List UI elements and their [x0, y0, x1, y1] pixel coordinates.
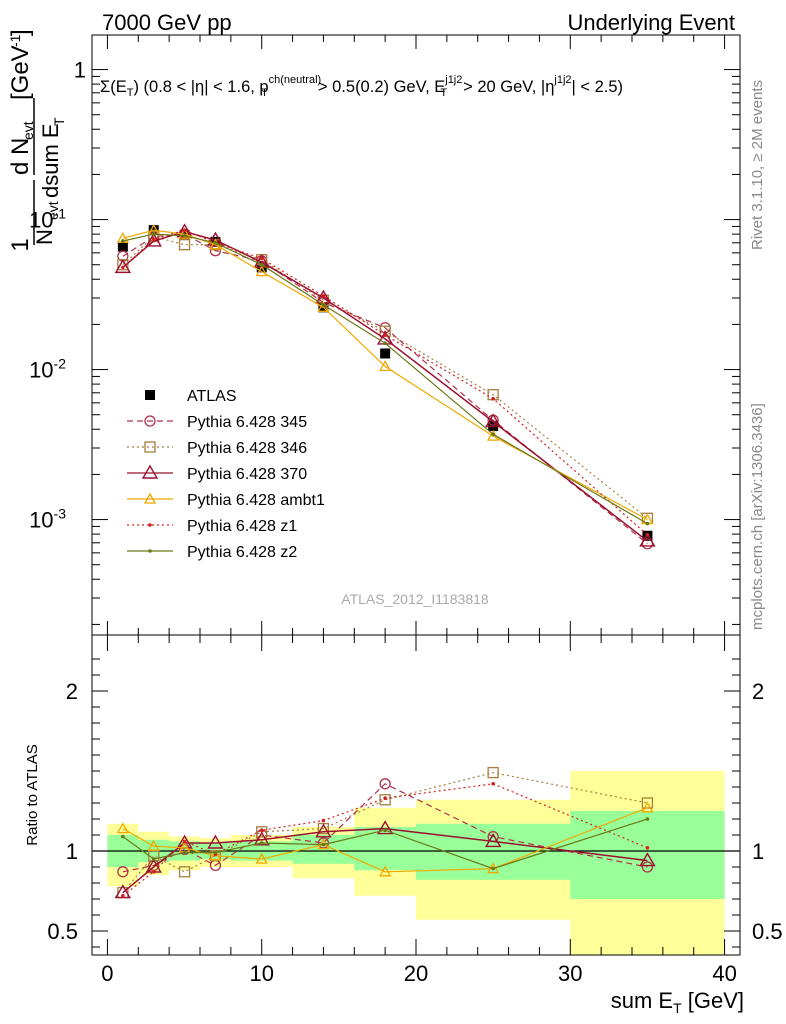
y-tick-base: 10 — [29, 358, 53, 383]
point-z2 — [183, 234, 187, 238]
legend-item-ambt1: Pythia 6.428 ambt1 — [127, 492, 325, 509]
ratio-point-z2 — [214, 851, 218, 855]
x-tick-label: 0 — [101, 961, 113, 986]
legend-item-z2: Pythia 6.428 z2 — [127, 544, 297, 561]
ratio-point-z2 — [491, 867, 495, 871]
analysis-watermark: ATLAS_2012_I1183818 — [341, 591, 489, 607]
ratio-point-z1 — [152, 870, 156, 874]
point-z1 — [322, 294, 326, 298]
y-tick-label-ratio-right: 2 — [752, 679, 764, 704]
y-tick-label-main: 10-3 — [29, 506, 66, 533]
svg-text:evt: evt — [45, 201, 61, 220]
mcplots-label: mcplots.cern.ch [arXiv:1306.3436] — [749, 403, 766, 630]
legend-label-p345: Pythia 6.428 345 — [187, 414, 307, 431]
y-tick-base: 10 — [29, 508, 53, 533]
point-z2 — [491, 433, 495, 437]
point-z1 — [383, 333, 387, 337]
svg-text:]: ] — [7, 29, 34, 36]
ratio-point-z2 — [322, 843, 326, 847]
svg-text:[GeV: [GeV — [7, 45, 34, 100]
point-atlas — [118, 242, 128, 252]
ratio-point-z1 — [383, 796, 387, 800]
point-z1 — [491, 397, 495, 401]
svg-text:d N: d N — [7, 138, 34, 175]
point-z2 — [646, 522, 650, 526]
ratio-point-z1 — [491, 782, 495, 786]
figure: 7000 GeV pp Underlying Event 10-310-210-… — [0, 0, 786, 1024]
legend-item-p345: Pythia 6.428 345 — [127, 414, 307, 431]
point-z2 — [152, 232, 156, 236]
y-tick-label-main: 10-2 — [29, 356, 66, 383]
ratio-point-z2 — [183, 851, 187, 855]
y-tick-exponent: -3 — [54, 506, 67, 522]
point-z1 — [121, 266, 125, 270]
point-z2 — [260, 263, 264, 267]
ratio-ylabel: Ratio to ATLAS — [24, 744, 41, 845]
legend-item-p370: Pythia 6.428 370 — [127, 466, 307, 483]
point-z1 — [646, 533, 650, 537]
point-z1 — [152, 237, 156, 241]
ratio-xlabel: sum ET [GeV] — [611, 988, 744, 1016]
legend-marker-z2 — [148, 549, 152, 553]
legend-label-p346: Pythia 6.428 346 — [187, 440, 307, 457]
ratio-panel: 0 10 20 30 40 0.5 0.5 1 1 2 2 Ratio to ATLAS sum E… — [24, 635, 783, 1016]
ratio-point-z2 — [646, 817, 650, 821]
y-tick-label-ratio: 2 — [66, 679, 78, 704]
point-z2 — [214, 241, 218, 245]
legend-label-ambt1: Pythia 6.428 ambt1 — [187, 492, 325, 509]
legend: ATLAS Pythia 6.428 345 Pythia 6.428 346 Pyt… — [127, 388, 325, 561]
legend-marker-atlas — [145, 390, 155, 400]
rivet-label: Rivet 3.1.10, ≥ 2M events — [749, 80, 766, 250]
y-tick-label-ratio: 0.5 — [47, 919, 78, 944]
ratio-plot-area — [92, 768, 740, 955]
point-z1 — [183, 228, 187, 232]
ratio-point-z1 — [322, 819, 326, 823]
ratio-point-z1 — [121, 894, 125, 898]
ratio-point-z1 — [183, 840, 187, 844]
x-tick-label: 10 — [249, 961, 273, 986]
point-z2 — [322, 303, 326, 307]
svg-text:N: N — [32, 229, 57, 245]
ratio-point-z1 — [646, 846, 650, 850]
svg-text:T: T — [51, 117, 67, 126]
point-atlas — [380, 348, 390, 358]
legend-label-p370: Pythia 6.428 370 — [187, 466, 307, 483]
series-z1 — [121, 228, 649, 536]
svg-text:dsum E: dsum E — [38, 123, 63, 198]
series-line-z1 — [123, 230, 648, 535]
point-p346 — [180, 240, 190, 250]
ratio-point-z1 — [260, 828, 264, 832]
point-z2 — [121, 239, 125, 243]
main-title: Σ(ET) (0.8 < |η| < 1.6, pch(neutral) T > 0… — [100, 74, 623, 99]
main-panel: 10-310-210-11 Σ(ET) (0.8 < |η| < 1.6, pc… — [7, 29, 740, 635]
legend-item-p346: Pythia 6.428 346 — [127, 440, 307, 457]
legend-marker-p370 — [143, 466, 157, 478]
point-z1 — [260, 257, 264, 261]
legend-label-atlas: ATLAS — [187, 388, 237, 405]
y-tick-label-ratio: 1 — [66, 839, 78, 864]
y-tick-label-main: 1 — [74, 58, 86, 83]
point-z2 — [383, 341, 387, 345]
ratio-point-z2 — [383, 828, 387, 832]
x-tick-label: 30 — [558, 961, 582, 986]
svg-text:1: 1 — [7, 238, 34, 251]
ratio-point-z2 — [152, 857, 156, 861]
legend-item-atlas: ATLAS — [145, 388, 237, 405]
ratio-point-z2 — [260, 841, 264, 845]
y-tick-exponent: -2 — [54, 356, 67, 372]
header-left: 7000 GeV pp — [102, 10, 232, 35]
y-tick-label-ratio-right: 0.5 — [752, 919, 783, 944]
legend-item-z1: Pythia 6.428 z1 — [127, 518, 297, 535]
legend-marker-z1 — [148, 523, 152, 527]
legend-label-z1: Pythia 6.428 z1 — [187, 518, 297, 535]
y-tick-label-ratio-right: 1 — [752, 839, 764, 864]
ratio-point-z2 — [121, 835, 125, 839]
legend-label-z2: Pythia 6.428 z2 — [187, 544, 297, 561]
uncertainty-band-inner — [570, 811, 724, 899]
x-tick-label: 20 — [404, 961, 428, 986]
header-right: Underlying Event — [567, 10, 735, 35]
x-tick-label: 40 — [712, 961, 736, 986]
